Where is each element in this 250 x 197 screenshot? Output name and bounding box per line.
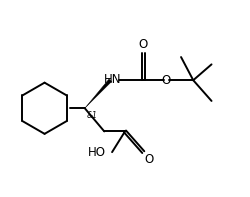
Text: O: O bbox=[145, 153, 154, 166]
Text: &1: &1 bbox=[86, 111, 97, 120]
Text: HO: HO bbox=[88, 146, 106, 159]
Text: O: O bbox=[139, 38, 148, 51]
Text: O: O bbox=[162, 74, 171, 87]
Polygon shape bbox=[85, 79, 112, 108]
Text: HN: HN bbox=[104, 73, 121, 86]
